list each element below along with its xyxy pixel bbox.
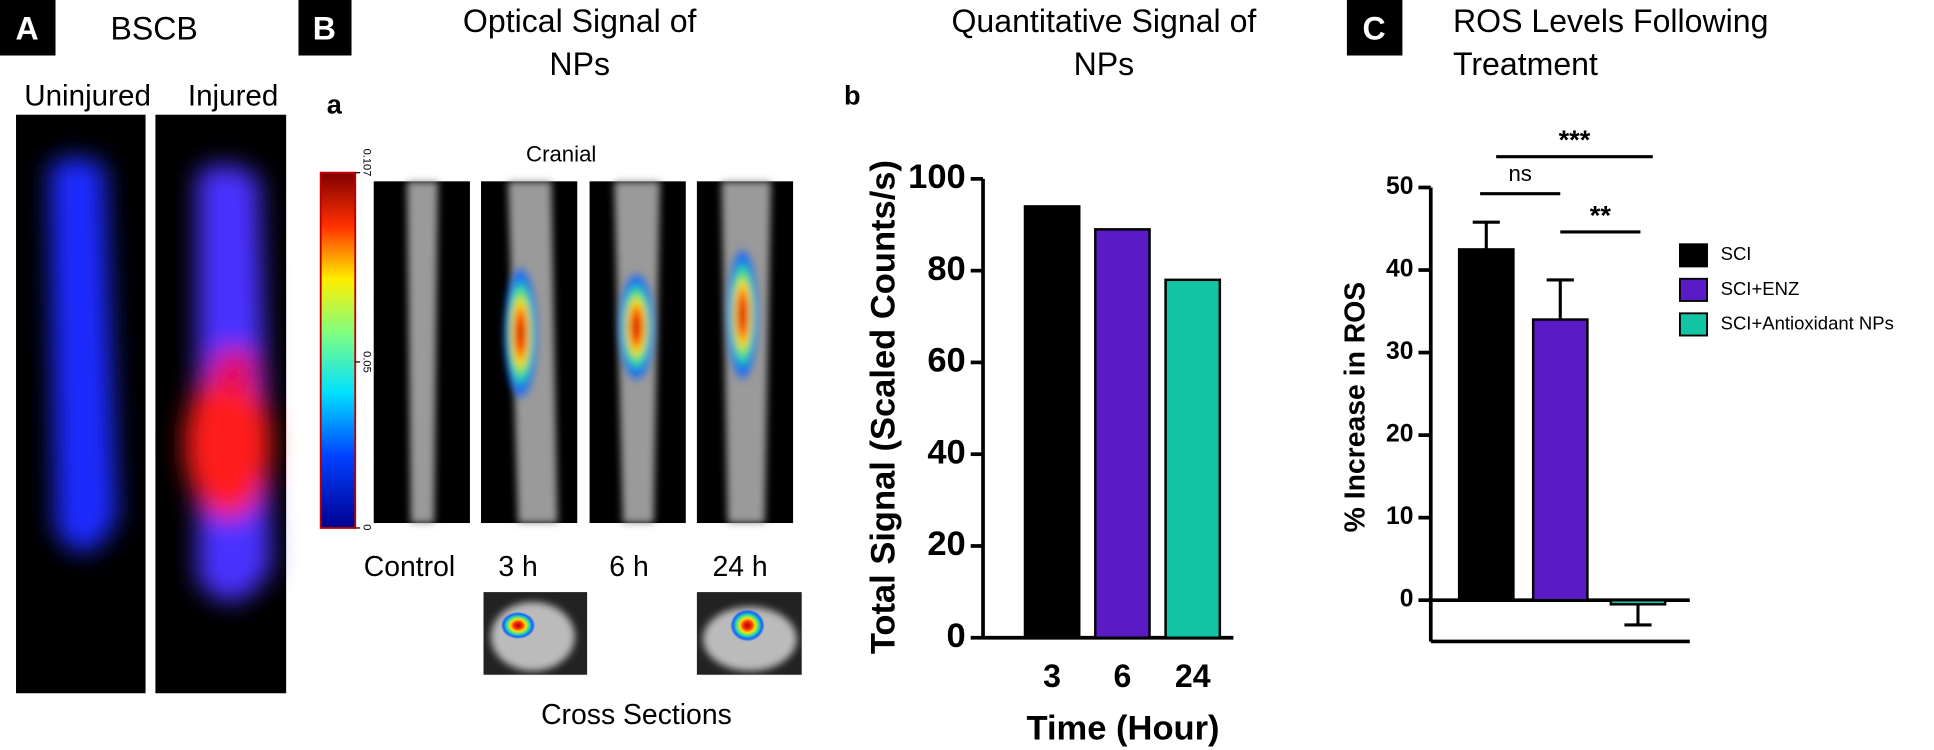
panel-label-box — [298, 0, 352, 56]
sub-label: b — [844, 80, 861, 111]
panel-label-box — [0, 0, 56, 56]
bar — [1457, 248, 1515, 602]
panel-label: B — [313, 10, 336, 46]
y-tick-label: 60 — [927, 342, 965, 380]
bar — [1609, 598, 1667, 606]
legend-swatch — [1678, 243, 1708, 268]
panel-label-box — [1346, 0, 1403, 56]
chart-title: Quantitative Signal of NPs — [951, 2, 1257, 83]
significance-label: ns — [1508, 161, 1531, 186]
tissue-injured — [185, 164, 272, 602]
panel-title: BSCB — [111, 10, 198, 46]
legend-swatch — [1678, 277, 1708, 302]
panel-title: Optical Signal of NPs — [462, 2, 697, 83]
y-tick-label: 30 — [1386, 338, 1413, 365]
cross-sections-label: Cross Sections — [541, 699, 732, 731]
significance-label: *** — [1559, 124, 1591, 155]
y-tick-label: 50 — [1386, 173, 1413, 200]
y-tick-label: 20 — [927, 525, 965, 563]
bar — [1531, 318, 1589, 602]
y-tick-label: 40 — [927, 433, 965, 471]
tissue-uninjured — [49, 157, 118, 553]
view-label: Cranial — [526, 141, 596, 166]
sub-label: a — [327, 88, 343, 119]
bar — [1023, 205, 1081, 639]
y-tick-label: 10 — [1386, 503, 1413, 530]
x-tick-label: 24 — [1175, 658, 1211, 694]
bar — [1164, 278, 1222, 639]
significance-label: ** — [1590, 199, 1612, 230]
legend-label: SCI+ENZ — [1721, 278, 1800, 299]
legend-swatch — [1678, 312, 1708, 337]
y-tick-label: 100 — [908, 158, 966, 196]
y-tick-label: 0 — [1400, 586, 1414, 613]
x-axis-label: Time (Hour) — [1027, 709, 1220, 747]
chart-title: ROS Levels Following Treatment — [1452, 2, 1769, 83]
panel-label: C — [1362, 10, 1385, 46]
spine-images — [373, 181, 802, 675]
legend-label: SCI+Antioxidant NPs — [1721, 312, 1894, 333]
image-label: Uninjured — [24, 79, 151, 112]
column-label: 6 h — [609, 551, 648, 583]
colorbar-tick-label: 0 — [360, 524, 372, 530]
y-tick-label: 40 — [1386, 256, 1413, 283]
y-tick-label: 80 — [927, 250, 965, 288]
legend-label: SCI — [1721, 243, 1752, 264]
column-label: 24 h — [712, 551, 767, 583]
x-tick-label: 3 — [1043, 658, 1061, 694]
colorbar — [319, 171, 357, 529]
column-label: Control — [364, 551, 455, 583]
panel-label: A — [16, 10, 39, 46]
x-tick-label: 6 — [1113, 658, 1131, 694]
bar — [1094, 228, 1151, 639]
colorbar-tick-label: 0.05 — [360, 351, 372, 373]
colorbar-tick-label: 0.107 — [360, 149, 372, 177]
column-label: 3 h — [498, 551, 537, 583]
y-tick-label: 0 — [947, 617, 966, 655]
y-axis-label: Total Signal (Scaled Counts/s) — [865, 160, 903, 654]
image-label: Injured — [188, 79, 278, 112]
y-axis-label: % Increase in ROS — [1339, 282, 1371, 533]
y-tick-label: 20 — [1386, 421, 1413, 448]
